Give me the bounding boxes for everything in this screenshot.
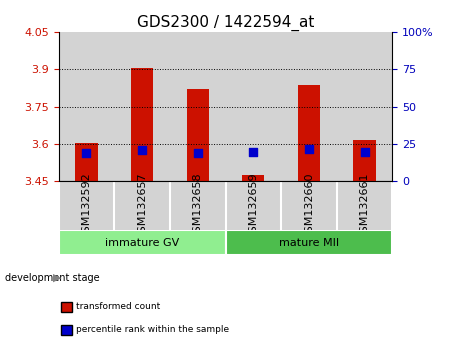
Text: immature GV: immature GV <box>105 238 179 248</box>
Bar <box>298 85 320 182</box>
Text: GSM132592: GSM132592 <box>82 172 92 240</box>
Text: GSM132657: GSM132657 <box>137 172 147 240</box>
Bar <box>187 89 209 182</box>
Text: percentile rank within the sample: percentile rank within the sample <box>76 325 229 335</box>
Text: GSM132659: GSM132659 <box>249 172 258 240</box>
Bar <box>59 32 114 182</box>
Bar <box>281 32 337 182</box>
Point <box>194 150 201 156</box>
Bar <box>170 32 226 182</box>
Bar <box>226 182 281 230</box>
Bar <box>337 182 392 230</box>
Bar <box>170 182 226 230</box>
Point <box>83 150 90 156</box>
Bar <box>131 68 153 182</box>
Text: ▶: ▶ <box>53 273 61 283</box>
Text: transformed count: transformed count <box>76 302 160 312</box>
Bar <box>59 182 114 230</box>
Bar <box>59 230 226 255</box>
Bar <box>75 143 97 182</box>
Point <box>305 146 313 152</box>
Bar <box>354 140 376 182</box>
Bar <box>281 182 337 230</box>
Bar <box>242 175 264 182</box>
Bar <box>114 182 170 230</box>
Bar <box>337 32 392 182</box>
Bar <box>226 230 392 255</box>
Point <box>138 148 146 153</box>
Point <box>361 149 368 155</box>
Bar <box>114 32 170 182</box>
Text: GSM132658: GSM132658 <box>193 172 202 240</box>
Text: GSM132661: GSM132661 <box>359 172 369 240</box>
Text: GSM132660: GSM132660 <box>304 172 314 240</box>
Text: mature MII: mature MII <box>279 238 339 248</box>
Point <box>250 149 257 154</box>
Title: GDS2300 / 1422594_at: GDS2300 / 1422594_at <box>137 14 314 30</box>
Bar <box>226 32 281 182</box>
Text: development stage: development stage <box>5 273 99 283</box>
